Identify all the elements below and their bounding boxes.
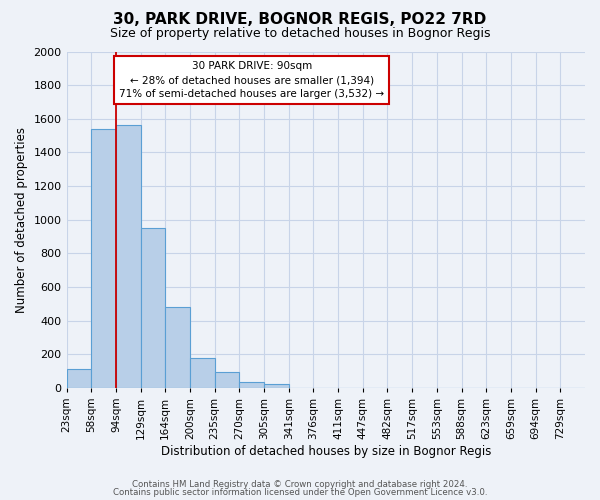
Bar xyxy=(239,382,264,388)
Bar xyxy=(264,384,289,388)
Text: 30 PARK DRIVE: 90sqm
← 28% of detached houses are smaller (1,394)
71% of semi-de: 30 PARK DRIVE: 90sqm ← 28% of detached h… xyxy=(119,61,384,99)
Text: Contains public sector information licensed under the Open Government Licence v3: Contains public sector information licen… xyxy=(113,488,487,497)
Y-axis label: Number of detached properties: Number of detached properties xyxy=(15,126,28,312)
Bar xyxy=(116,126,140,388)
Text: 30, PARK DRIVE, BOGNOR REGIS, PO22 7RD: 30, PARK DRIVE, BOGNOR REGIS, PO22 7RD xyxy=(113,12,487,28)
Bar xyxy=(190,358,215,388)
Bar xyxy=(165,307,190,388)
Bar xyxy=(140,228,165,388)
Bar xyxy=(67,370,91,388)
Text: Size of property relative to detached houses in Bognor Regis: Size of property relative to detached ho… xyxy=(110,28,490,40)
Bar xyxy=(91,129,116,388)
X-axis label: Distribution of detached houses by size in Bognor Regis: Distribution of detached houses by size … xyxy=(161,444,491,458)
Bar xyxy=(215,372,239,388)
Text: Contains HM Land Registry data © Crown copyright and database right 2024.: Contains HM Land Registry data © Crown c… xyxy=(132,480,468,489)
